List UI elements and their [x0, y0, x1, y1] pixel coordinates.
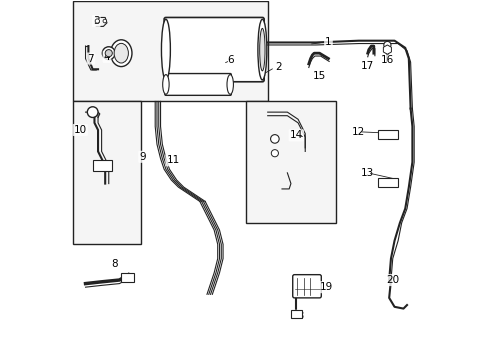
- Text: 14: 14: [289, 130, 302, 140]
- Bar: [73, 1, 267, 102]
- Text: 12: 12: [351, 127, 365, 137]
- Text: 17: 17: [360, 61, 374, 71]
- Ellipse shape: [114, 43, 128, 63]
- Circle shape: [103, 19, 106, 23]
- Ellipse shape: [163, 75, 169, 94]
- Text: 13: 13: [360, 168, 374, 178]
- Bar: [290, 310, 301, 318]
- Text: 15: 15: [312, 71, 325, 81]
- Circle shape: [87, 107, 98, 117]
- Ellipse shape: [110, 40, 132, 67]
- Circle shape: [270, 135, 279, 143]
- Text: 19: 19: [319, 282, 333, 292]
- Text: 3: 3: [93, 16, 100, 26]
- Bar: [121, 273, 134, 282]
- Bar: [73, 102, 141, 244]
- Circle shape: [102, 47, 115, 60]
- Text: 16: 16: [380, 55, 393, 65]
- Text: 2: 2: [275, 63, 281, 72]
- Text: 11: 11: [166, 156, 179, 165]
- Circle shape: [383, 41, 390, 49]
- Bar: [378, 130, 397, 139]
- Bar: [93, 160, 112, 171]
- Bar: [246, 102, 335, 223]
- Text: 18: 18: [291, 311, 304, 321]
- Bar: [378, 178, 397, 187]
- FancyBboxPatch shape: [164, 18, 264, 82]
- Text: 6: 6: [226, 55, 233, 65]
- FancyBboxPatch shape: [292, 275, 321, 298]
- Circle shape: [95, 19, 99, 23]
- Text: 5: 5: [122, 48, 128, 58]
- Text: 7: 7: [87, 54, 94, 64]
- Circle shape: [271, 150, 278, 157]
- Ellipse shape: [257, 19, 266, 80]
- Ellipse shape: [161, 19, 170, 80]
- Text: 10: 10: [74, 125, 86, 135]
- FancyBboxPatch shape: [164, 73, 231, 95]
- Circle shape: [105, 50, 112, 57]
- Text: 1: 1: [325, 37, 331, 48]
- Text: 9: 9: [139, 152, 146, 162]
- Text: 8: 8: [111, 259, 117, 269]
- Ellipse shape: [259, 28, 264, 71]
- Text: 4: 4: [103, 52, 110, 62]
- Text: 20: 20: [386, 275, 399, 285]
- Ellipse shape: [226, 75, 233, 94]
